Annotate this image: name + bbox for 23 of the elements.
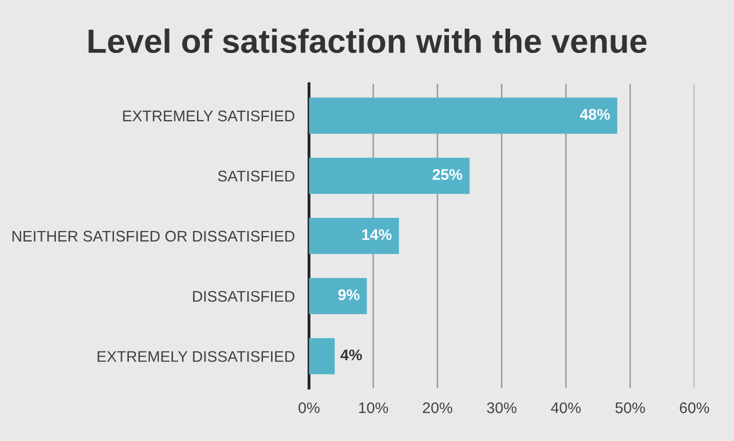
bar	[309, 278, 367, 314]
x-tick-label: 0%	[298, 402, 320, 414]
x-tick-label: 60%	[680, 402, 710, 414]
y-tick-label: EXTREMELY DISSATISFIED	[98, 351, 294, 362]
data-label: 4%	[340, 350, 362, 360]
data-label: 14%	[362, 229, 392, 240]
bar	[309, 218, 399, 254]
chart-title: Level of satisfaction with the venue	[88, 28, 647, 54]
data-label: 9%	[338, 289, 360, 300]
x-tick-label: 40%	[550, 402, 581, 414]
x-tick-label: 50%	[615, 402, 645, 414]
bar	[309, 158, 470, 194]
bar	[309, 338, 335, 374]
bar	[309, 98, 618, 134]
y-tick-label: NEITHER SATISFIED OR DISSATISFIED	[12, 230, 294, 242]
y-tick-label: DISSATISFIED	[193, 290, 294, 302]
y-tick-label: SATISFIED	[218, 170, 294, 182]
y-tick-label: EXTREMELY SATISFIED	[123, 110, 294, 122]
x-tick-label: 10%	[359, 402, 388, 414]
data-label: 48%	[580, 108, 610, 120]
data-label: 25%	[432, 169, 462, 180]
x-tick-label: 30%	[486, 402, 516, 414]
x-tick-label: 20%	[422, 402, 452, 414]
